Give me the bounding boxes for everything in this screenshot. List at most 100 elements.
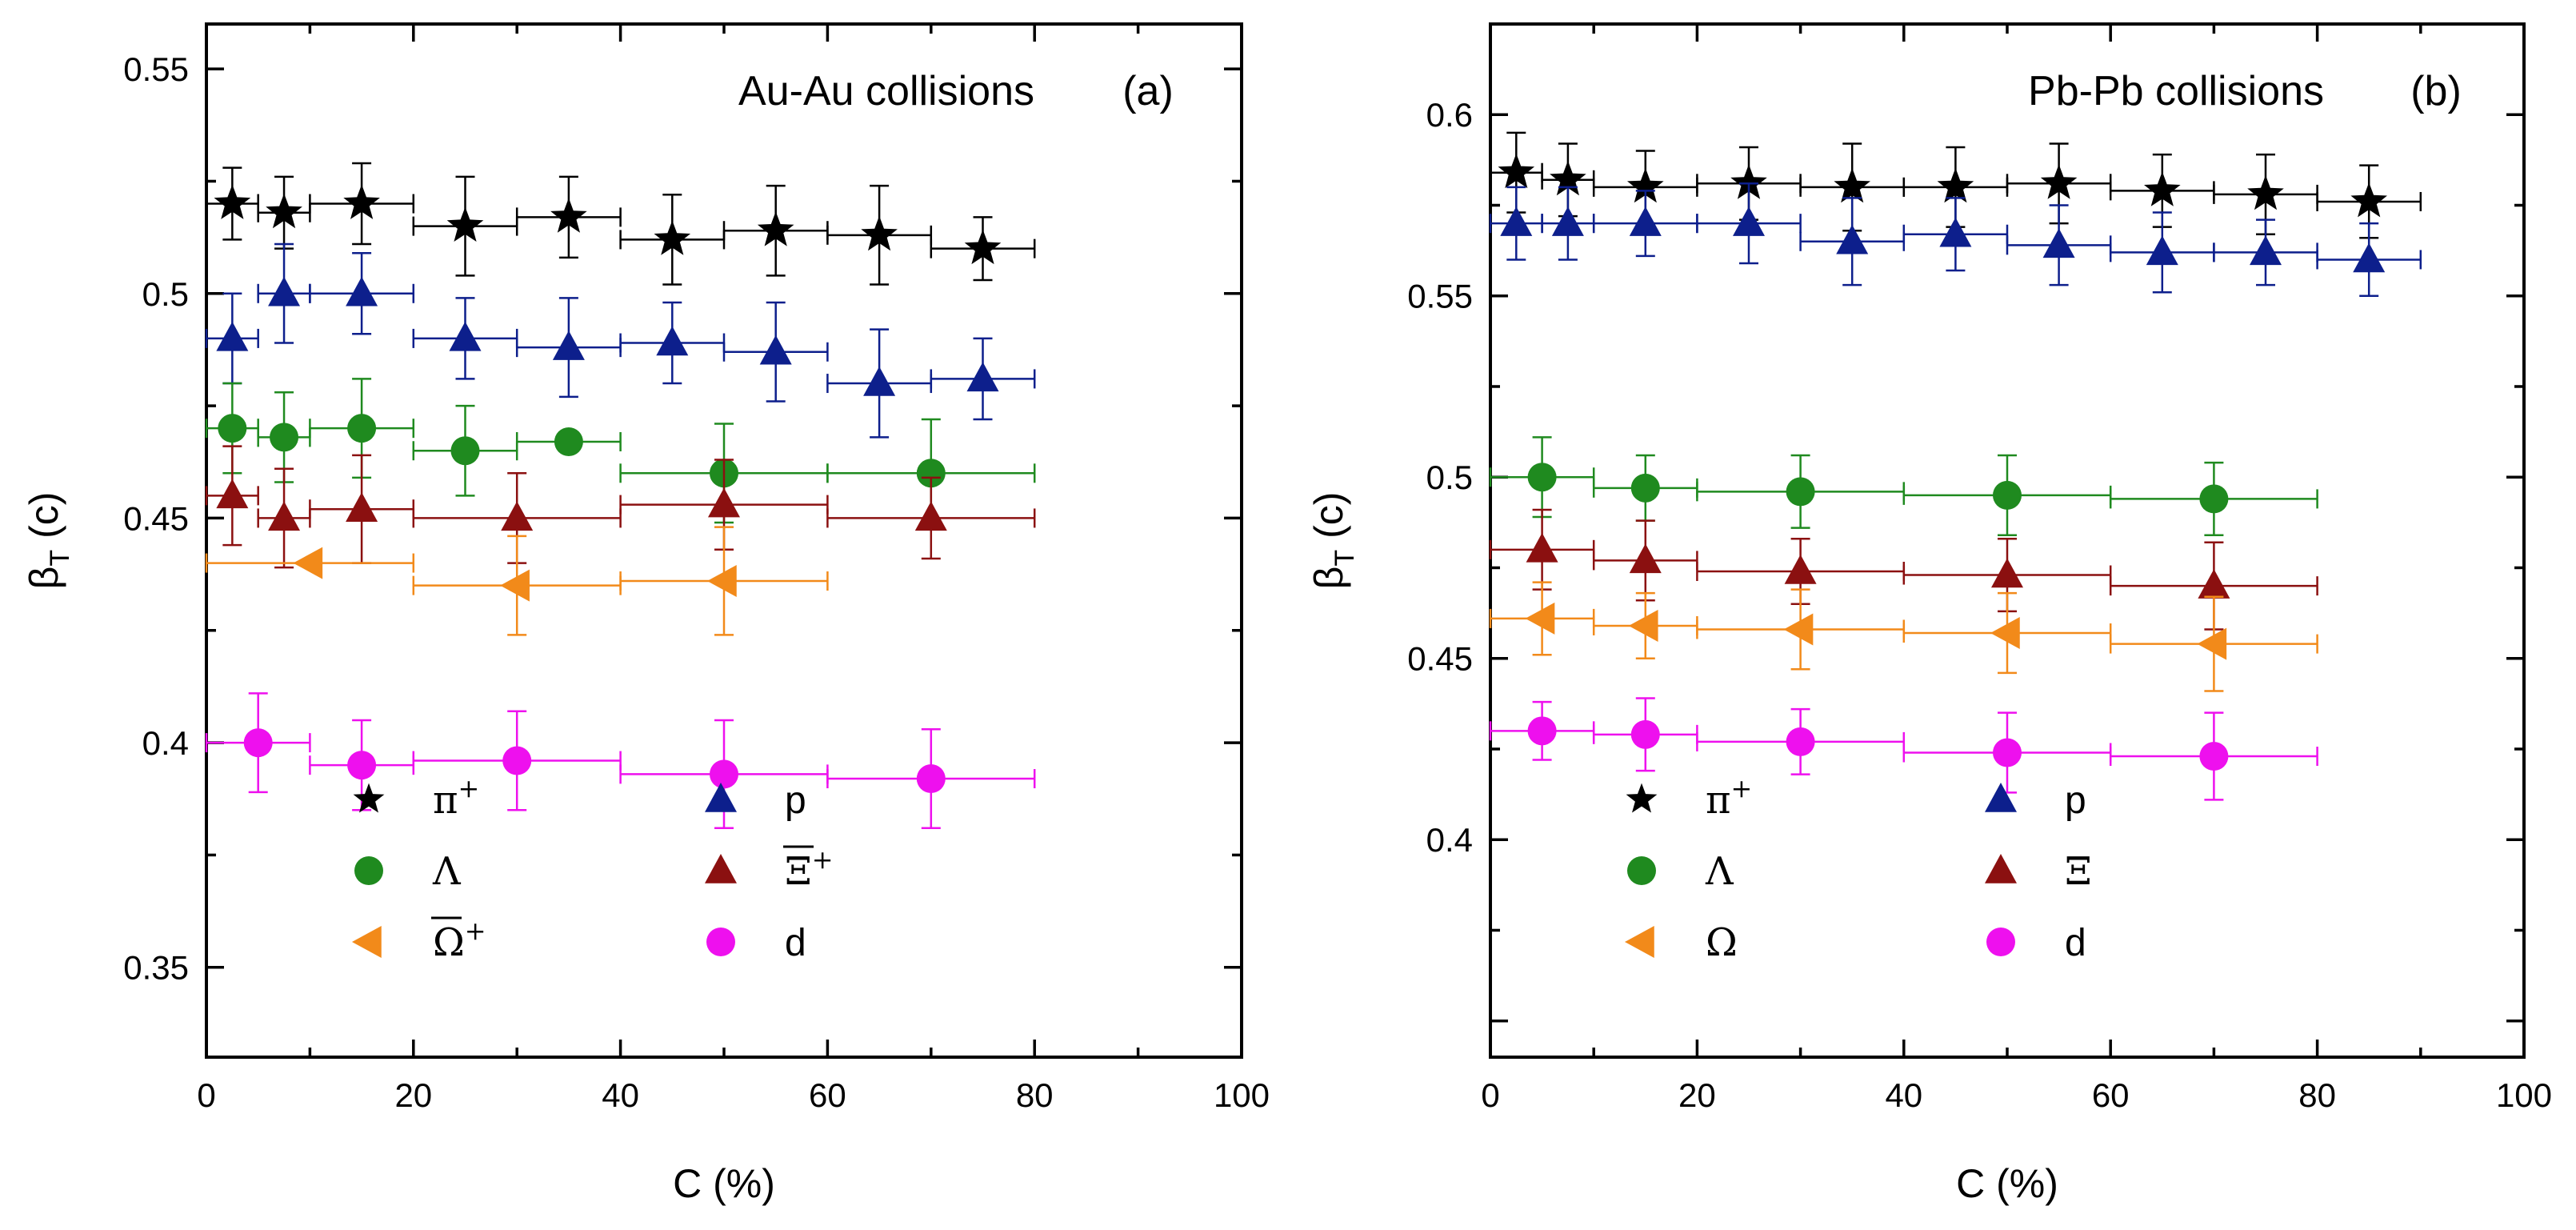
data-point	[216, 479, 249, 509]
data-point	[1834, 167, 1870, 203]
data-point	[343, 184, 380, 219]
legend-label-Omega_bar_plus: Ω+	[433, 915, 486, 965]
x-tick-label: 60	[2092, 1076, 2130, 1114]
data-point	[450, 436, 480, 466]
data-point	[861, 215, 898, 251]
data-point	[552, 331, 585, 360]
legend-marker-Omega_bar_plus	[352, 926, 382, 958]
data-point	[2144, 171, 2181, 206]
data-point	[347, 751, 377, 780]
legend-label-p: p	[2065, 779, 2086, 822]
y-tick-label: 0.4	[142, 724, 189, 762]
legend-marker-d	[1986, 928, 2015, 956]
x-tick-label: 80	[2298, 1076, 2336, 1114]
chart-title: Pb-Pb collisions	[2028, 68, 2324, 114]
y-tick-label: 0.55	[1407, 278, 1473, 315]
data-point	[1786, 727, 1815, 756]
data-point	[270, 423, 299, 452]
data-point	[1993, 480, 2022, 510]
x-tick-label: 0	[1481, 1076, 1499, 1114]
data-point	[916, 763, 946, 793]
data-point	[1627, 167, 1664, 203]
series-d	[1489, 697, 2318, 801]
x-tick-label: 100	[1214, 1076, 1270, 1114]
legend-marker-p	[705, 783, 737, 812]
data-point	[501, 501, 534, 531]
x-tick-label: 100	[2496, 1076, 2552, 1114]
data-point	[2198, 569, 2230, 599]
data-point	[268, 501, 301, 531]
data-point	[1939, 217, 1972, 247]
y-tick-label: 0.4	[1426, 821, 1473, 859]
panel-b: 0 20 40 60 80 100 0.4 0.45 0.5 0.55 0.6 C (%) βT (c)…	[1306, 22, 2552, 1206]
y-tick-label: 0.45	[123, 499, 189, 537]
data-point	[1629, 543, 1662, 574]
y-tick-label: 0.55	[123, 50, 189, 88]
legend-marker-p	[1985, 783, 2017, 812]
series-pi_plus	[205, 162, 1036, 286]
data-point	[346, 276, 378, 306]
series-d	[205, 692, 1036, 829]
x-tick-label: 20	[1678, 1076, 1716, 1114]
y-axis-label: βT (c)	[22, 492, 75, 590]
data-point	[554, 427, 583, 457]
y-tick-label: 0.5	[142, 275, 189, 313]
data-point	[1733, 206, 1765, 236]
y-tick-label: 0.5	[1426, 459, 1473, 496]
legend-label-Lambda: Λ	[432, 849, 462, 894]
legend-label-pi_plus: π+	[1706, 773, 1752, 823]
legend-marker-Xi_bar_plus	[705, 854, 737, 883]
data-point	[1500, 206, 1533, 236]
legend-label-d: d	[2065, 922, 2086, 964]
data-point	[656, 326, 689, 356]
data-point	[964, 229, 1002, 265]
series-Omega	[1489, 581, 2318, 692]
data-point	[914, 501, 947, 531]
x-tick-label: 0	[197, 1076, 215, 1114]
panel-a: 0 20 40 60 80 100 0.35 0.4 0.45 0.5 0.55 C (%) βT (c…	[22, 22, 1270, 1206]
data-point	[759, 335, 792, 365]
data-point	[2350, 182, 2387, 218]
y-tick-label: 0.45	[1407, 640, 1473, 678]
legend: π+ p Λ Ξ+ Ω+ d	[352, 773, 834, 965]
data-point	[1630, 473, 1660, 503]
data-point	[214, 184, 251, 219]
data-point	[1630, 719, 1660, 749]
data-point	[218, 414, 247, 443]
data-point	[863, 367, 896, 396]
data-point	[2197, 627, 2227, 660]
data-point	[1526, 532, 1558, 563]
data-point	[916, 459, 946, 488]
legend-marker-Xi	[1985, 854, 2017, 883]
data-point	[966, 362, 999, 392]
legend-marker-Lambda	[354, 856, 383, 885]
data-point	[1991, 558, 2023, 588]
series-Omega_bar_plus	[205, 526, 829, 636]
data-point	[216, 321, 249, 351]
y-tick-label: 0.6	[1426, 96, 1473, 134]
x-tick-label: 20	[394, 1076, 432, 1114]
data-point	[2146, 235, 2178, 266]
series-Lambda	[1489, 436, 2318, 536]
data-point	[2250, 235, 2282, 266]
y-axis-label: βT (c)	[1306, 492, 1360, 590]
x-tick-label: 80	[1016, 1076, 1054, 1114]
data-point	[2040, 164, 2078, 199]
data-point	[2042, 228, 2075, 258]
legend-marker-pi_plus	[353, 783, 385, 813]
legend-marker-d	[706, 928, 735, 956]
data-point	[1993, 738, 2022, 767]
data-point	[268, 276, 301, 306]
data-point	[710, 759, 738, 789]
data-point	[1783, 613, 1814, 646]
data-point	[550, 198, 587, 233]
data-point	[1550, 160, 1586, 196]
data-point	[1937, 167, 1974, 203]
data-point	[1527, 716, 1557, 746]
y-tick-label: 0.35	[123, 949, 189, 987]
panel-label: (b)	[2410, 68, 2462, 114]
data-point	[757, 211, 794, 246]
data-point	[708, 487, 740, 518]
data-point	[346, 492, 378, 522]
